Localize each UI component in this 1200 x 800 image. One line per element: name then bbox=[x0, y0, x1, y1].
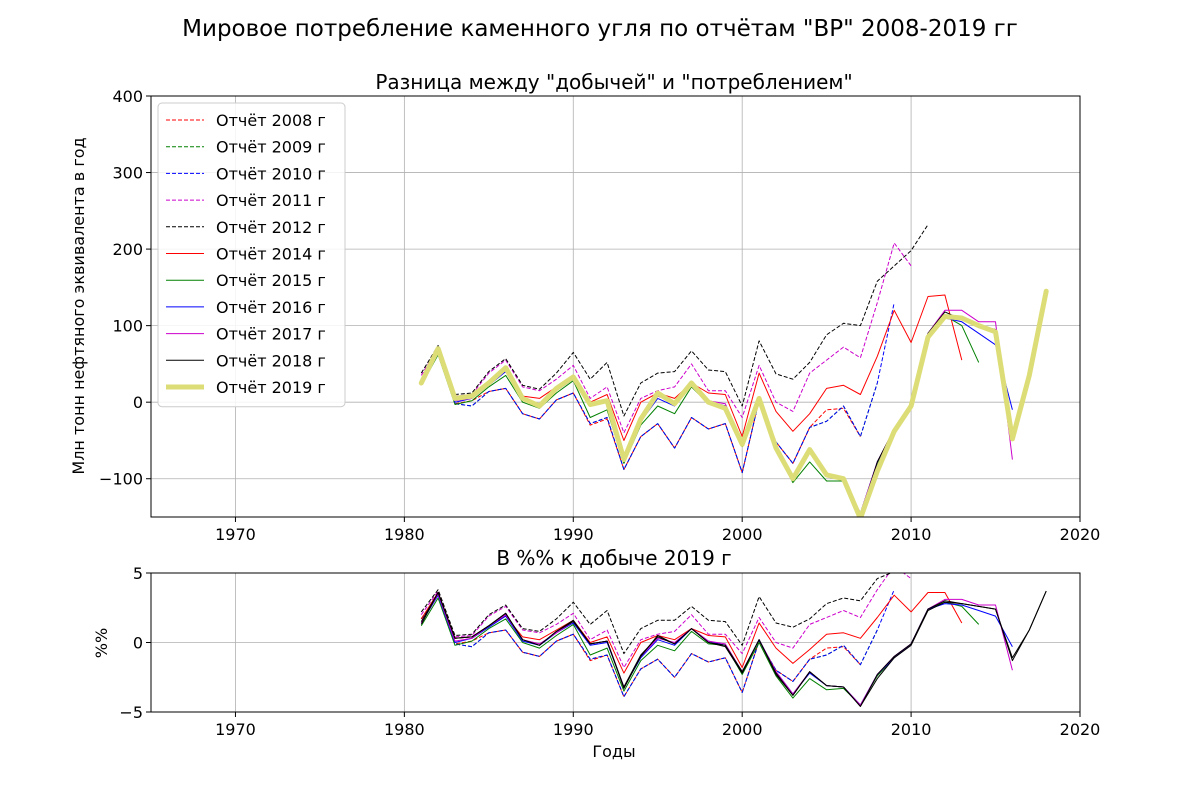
legend: Отчёт 2008 г Отчёт 2009 г Отчёт 2010 г Отчё… bbox=[157, 102, 346, 408]
legend-label: Отчёт 2009 г bbox=[216, 138, 326, 157]
x-tick-label: 1990 bbox=[553, 525, 594, 544]
series-line bbox=[420, 590, 1047, 707]
top-plot-frame bbox=[150, 95, 1081, 518]
legend-label: Отчёт 2019 г bbox=[216, 378, 326, 397]
legend-label: Отчёт 2008 г bbox=[216, 111, 326, 130]
legend-label: Отчёт 2011 г bbox=[216, 191, 326, 210]
x-axis-label: Годы bbox=[592, 742, 635, 761]
x-tick-label: 1980 bbox=[384, 720, 425, 739]
series-line bbox=[420, 242, 912, 434]
series-line bbox=[418, 288, 1049, 517]
legend-box bbox=[157, 102, 346, 408]
legend-label: Отчёт 2015 г bbox=[216, 271, 326, 290]
x-tick-label: 1990 bbox=[553, 720, 594, 739]
bottom-axis-ticks: 1970 1980 1990 2000 2010 2020 −5 0 5 bbox=[119, 564, 1100, 739]
legend-label: Отчёт 2014 г bbox=[216, 245, 326, 264]
legend-label: Отчёт 2012 г bbox=[216, 218, 326, 237]
figure-title: Мировое потребление каменного угля по от… bbox=[182, 16, 1018, 42]
series-line bbox=[420, 315, 980, 514]
x-tick-label: 2020 bbox=[1060, 720, 1101, 739]
x-tick-label: 2010 bbox=[891, 525, 932, 544]
top-axis-ticks: 1970 1980 1990 2000 2010 2020 −100 0 100 200 300 40… bbox=[99, 87, 1100, 544]
series-line bbox=[420, 309, 1013, 514]
legend-label: Отчёт 2018 г bbox=[216, 351, 326, 370]
series-line bbox=[420, 589, 895, 698]
top-chart-title: Разница между "добычей" и "потреблением" bbox=[375, 70, 852, 94]
y-tick-label: −100 bbox=[99, 470, 143, 489]
y-tick-label: −5 bbox=[119, 703, 143, 722]
bottom-chart-title: В %% к добыче 2019 г bbox=[496, 546, 731, 570]
series-line bbox=[420, 302, 895, 474]
series-line bbox=[420, 573, 893, 655]
bottom-y-axis-label: %% bbox=[92, 628, 111, 658]
series-line bbox=[420, 573, 912, 668]
x-tick-label: 1970 bbox=[215, 720, 256, 739]
y-tick-label: 200 bbox=[112, 240, 143, 259]
series-line bbox=[420, 224, 929, 417]
top-y-axis-label: Млн тонн нефтяного эквивалента в год bbox=[69, 137, 88, 474]
y-tick-label: 400 bbox=[112, 87, 143, 106]
x-tick-label: 2000 bbox=[722, 525, 763, 544]
legend-label: Отчёт 2016 г bbox=[216, 298, 326, 317]
y-tick-label: 5 bbox=[133, 564, 143, 583]
series-line bbox=[420, 592, 963, 674]
bottom-series-lines bbox=[420, 573, 1047, 707]
top-series-lines bbox=[418, 224, 1049, 517]
series-line bbox=[420, 349, 861, 474]
y-tick-label: 100 bbox=[112, 317, 143, 336]
x-tick-label: 2000 bbox=[722, 720, 763, 739]
x-tick-label: 2020 bbox=[1060, 525, 1101, 544]
series-line bbox=[420, 590, 1047, 707]
y-tick-label: 300 bbox=[112, 164, 143, 183]
x-tick-label: 1980 bbox=[384, 525, 425, 544]
legend-label: Отчёт 2010 г bbox=[216, 164, 326, 183]
bottom-grid bbox=[151, 572, 1081, 713]
y-tick-label: 0 bbox=[133, 634, 143, 653]
x-tick-label: 2010 bbox=[891, 720, 932, 739]
x-tick-label: 1970 bbox=[215, 525, 256, 544]
y-tick-label: 0 bbox=[133, 393, 143, 412]
legend-label: Отчёт 2017 г bbox=[216, 325, 326, 344]
